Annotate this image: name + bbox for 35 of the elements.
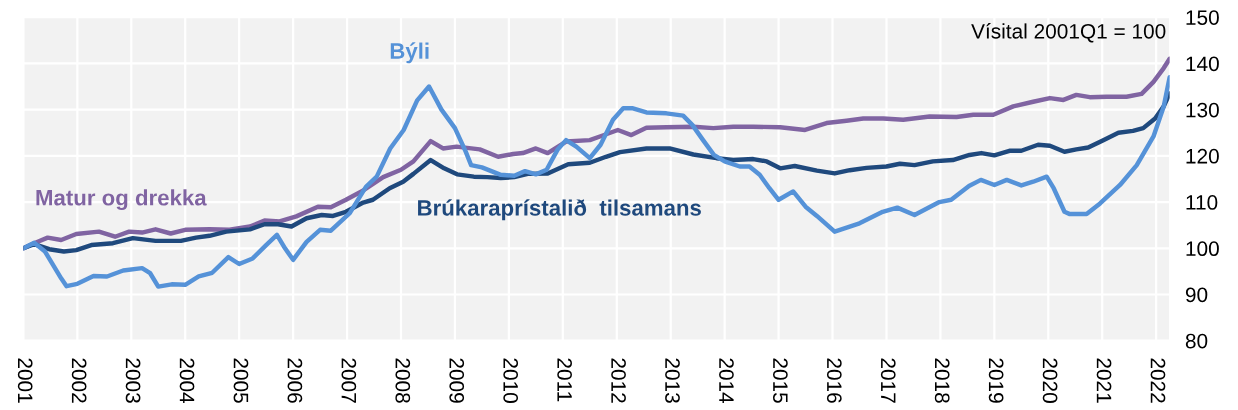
x-tick-label: 2006 [287, 358, 303, 403]
x-tick-label: 2003 [125, 358, 141, 403]
x-tick-label: 2008 [395, 358, 411, 403]
x-tick-label: 2007 [341, 358, 357, 403]
x-tick-label: 2004 [179, 358, 195, 404]
x-tick-label: 2002 [71, 358, 87, 403]
y-tick-label: 80 [1185, 333, 1208, 349]
x-tick-label: 2016 [826, 358, 842, 403]
y-tick-label: 100 [1186, 241, 1219, 257]
series-label: Býli [390, 42, 429, 64]
x-tick-label: 2017 [880, 358, 896, 403]
x-tick-label: 2009 [449, 358, 465, 403]
y-tick-label: 90 [1185, 287, 1208, 303]
x-tick-label: 2014 [719, 358, 734, 404]
x-tick-label: 2015 [772, 358, 788, 403]
x-tick-label: 2018 [934, 358, 950, 403]
y-tick-label: 140 [1186, 56, 1219, 72]
x-tick-label: 2012 [611, 358, 626, 403]
x-tick-label: 2021 [1096, 358, 1112, 403]
y-tick-label: 150 [1186, 10, 1219, 25]
x-tick-label: 2022 [1150, 358, 1166, 403]
x-tick-label: 2005 [233, 358, 249, 403]
y-tick-label: 120 [1186, 148, 1219, 164]
x-tick-label: 2019 [988, 358, 1004, 403]
annotation: Vísital 2001Q1 = 100 [971, 23, 1166, 43]
x-tick-label: 2010 [503, 358, 519, 403]
series-label: Brúkaraprístalið tilsamans [418, 199, 701, 221]
x-tick-label: 2013 [665, 358, 680, 403]
line-series [23, 75, 1170, 289]
y-tick-label: 110 [1186, 195, 1218, 210]
y-tick-label: 130 [1186, 102, 1219, 118]
x-tick-label: 2020 [1042, 358, 1058, 403]
series-label: Matur og drekka [36, 189, 207, 211]
x-tick-label: 2011 [557, 358, 572, 402]
x-tick-label: 2001 [17, 358, 33, 403]
